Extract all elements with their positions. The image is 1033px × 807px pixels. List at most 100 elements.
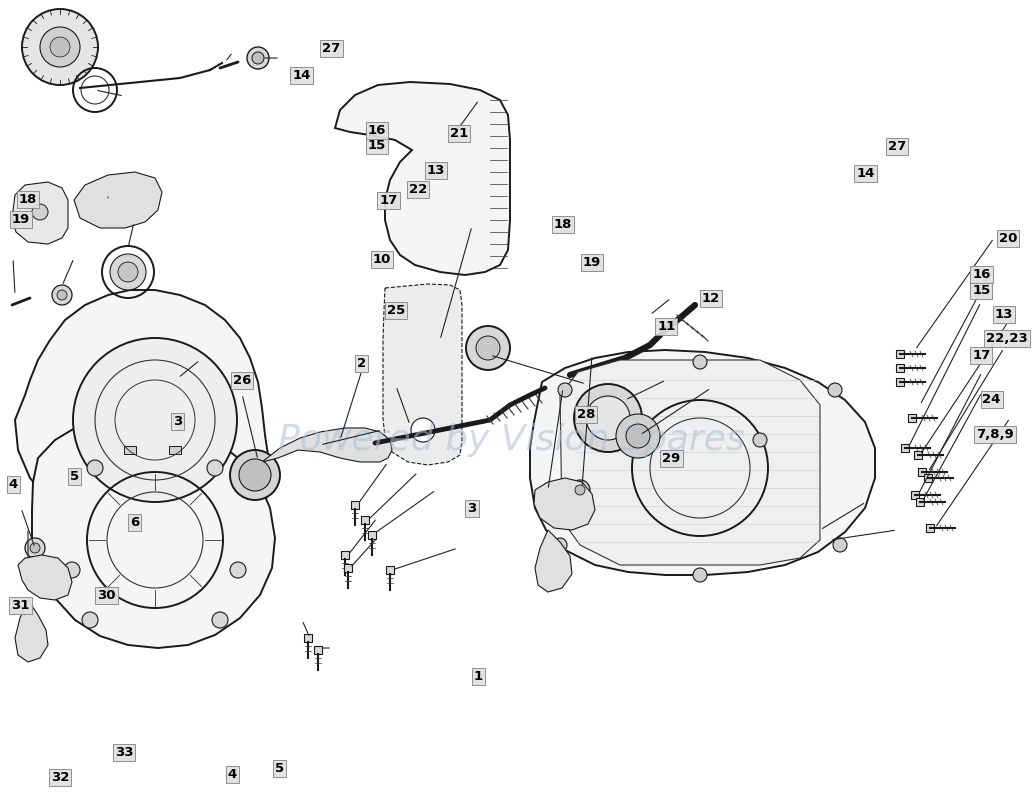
Text: 18: 18: [19, 193, 37, 206]
Circle shape: [753, 433, 766, 447]
Circle shape: [616, 414, 660, 458]
Bar: [386, 566, 394, 574]
Bar: [368, 531, 376, 539]
Polygon shape: [12, 182, 68, 244]
Circle shape: [52, 285, 72, 305]
Circle shape: [22, 9, 98, 85]
Text: 4: 4: [228, 768, 237, 781]
Text: 13: 13: [427, 164, 445, 177]
Circle shape: [570, 480, 590, 500]
Polygon shape: [32, 418, 275, 648]
Text: 20: 20: [999, 232, 1018, 245]
Bar: [344, 564, 352, 572]
Polygon shape: [262, 428, 392, 462]
Circle shape: [833, 538, 847, 552]
Text: 30: 30: [97, 589, 116, 602]
Text: 29: 29: [662, 452, 681, 465]
Text: 5: 5: [70, 470, 79, 483]
Polygon shape: [535, 530, 572, 592]
Polygon shape: [15, 600, 48, 662]
Circle shape: [558, 383, 572, 397]
Circle shape: [828, 383, 842, 397]
Circle shape: [693, 568, 707, 582]
Circle shape: [57, 290, 67, 300]
Circle shape: [575, 485, 585, 495]
Text: 4: 4: [9, 478, 18, 491]
Bar: [896, 378, 904, 386]
Bar: [896, 364, 904, 372]
Bar: [124, 446, 136, 454]
Text: 25: 25: [386, 304, 405, 317]
Text: 15: 15: [972, 284, 991, 297]
Circle shape: [633, 433, 647, 447]
Text: 13: 13: [995, 308, 1013, 321]
Text: 22: 22: [409, 183, 428, 196]
Text: 6: 6: [130, 516, 138, 529]
Text: 17: 17: [972, 349, 991, 362]
Circle shape: [25, 538, 45, 558]
Text: 17: 17: [379, 194, 398, 207]
Circle shape: [252, 52, 264, 64]
Circle shape: [476, 336, 500, 360]
Text: 11: 11: [657, 320, 676, 332]
Circle shape: [693, 355, 707, 369]
Polygon shape: [74, 172, 162, 228]
Circle shape: [212, 612, 228, 628]
Text: 32: 32: [51, 771, 69, 784]
Circle shape: [40, 27, 80, 67]
Circle shape: [73, 338, 237, 502]
Bar: [304, 634, 312, 642]
Text: 15: 15: [368, 139, 386, 152]
Circle shape: [87, 460, 103, 476]
Text: 14: 14: [292, 69, 311, 82]
Bar: [914, 451, 922, 459]
Bar: [901, 444, 909, 452]
Bar: [169, 446, 181, 454]
Circle shape: [586, 396, 630, 440]
Circle shape: [574, 384, 641, 452]
Text: 1: 1: [474, 670, 482, 683]
Circle shape: [626, 424, 650, 448]
Text: 16: 16: [972, 268, 991, 281]
Bar: [314, 646, 322, 654]
Circle shape: [207, 460, 223, 476]
Bar: [351, 501, 359, 509]
Bar: [924, 474, 932, 482]
Circle shape: [50, 37, 70, 57]
Bar: [361, 516, 369, 524]
Text: 2: 2: [357, 357, 366, 370]
Text: 7,8,9: 7,8,9: [976, 428, 1013, 441]
Text: 33: 33: [115, 746, 133, 759]
Text: 21: 21: [449, 128, 468, 140]
Circle shape: [109, 254, 146, 290]
Text: 27: 27: [322, 42, 341, 55]
Text: 24: 24: [982, 393, 1001, 406]
Bar: [341, 551, 349, 559]
Text: 5: 5: [276, 762, 284, 775]
Circle shape: [32, 204, 48, 220]
Text: 26: 26: [232, 374, 251, 387]
Polygon shape: [534, 478, 595, 530]
Circle shape: [230, 450, 280, 500]
Circle shape: [239, 459, 271, 491]
Bar: [926, 524, 934, 532]
Circle shape: [466, 326, 510, 370]
Bar: [916, 498, 924, 506]
Text: 19: 19: [11, 213, 30, 226]
Polygon shape: [18, 555, 72, 600]
Text: 19: 19: [583, 256, 601, 269]
Bar: [911, 491, 919, 499]
Text: 14: 14: [856, 167, 875, 180]
Bar: [918, 468, 926, 476]
Text: 12: 12: [701, 292, 720, 305]
Text: 27: 27: [887, 140, 906, 153]
Text: 28: 28: [576, 408, 595, 421]
Circle shape: [64, 562, 80, 578]
Polygon shape: [15, 290, 270, 540]
Polygon shape: [335, 82, 510, 275]
Text: 10: 10: [373, 253, 392, 266]
Text: 16: 16: [368, 124, 386, 137]
Circle shape: [553, 538, 567, 552]
Text: 18: 18: [554, 218, 572, 231]
Text: 3: 3: [468, 502, 476, 515]
